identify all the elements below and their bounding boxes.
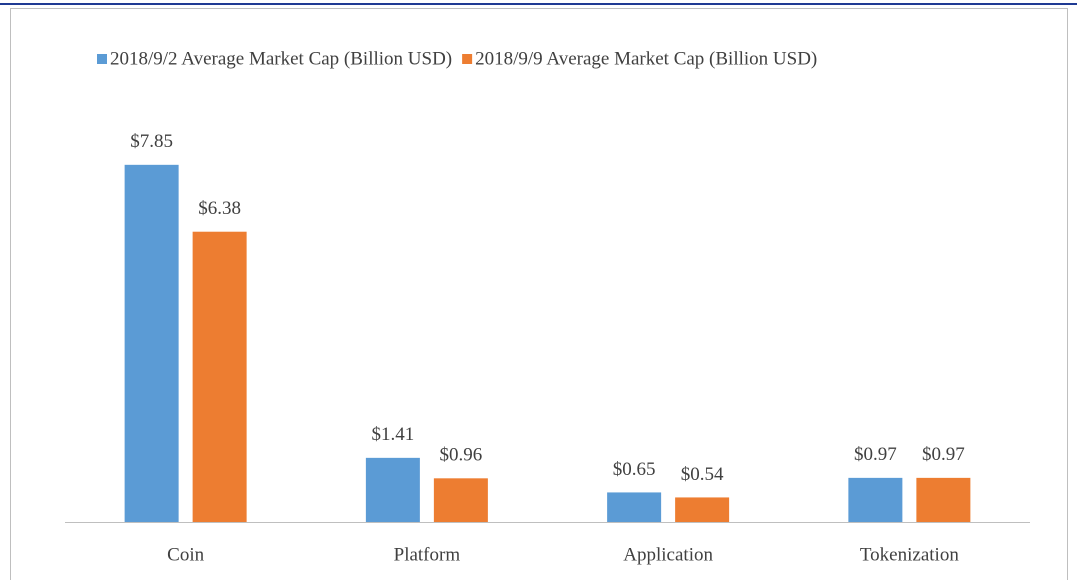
- bar: [124, 164, 179, 522]
- x-tick-label: Tokenization: [860, 544, 959, 565]
- legend-label: 2018/9/2 Average Market Cap (Billion USD…: [110, 48, 452, 69]
- chart-frame: [10, 8, 1068, 580]
- value-label: $0.65: [613, 459, 656, 480]
- bar: [916, 477, 971, 522]
- bar: [675, 497, 730, 522]
- value-label: $6.38: [198, 198, 241, 219]
- value-label: $0.97: [854, 444, 897, 465]
- legend-swatch: [462, 54, 473, 64]
- value-label: $1.41: [372, 424, 415, 445]
- value-label: $7.85: [130, 131, 173, 152]
- legend-label: 2018/9/9 Average Market Cap (Billion USD…: [475, 48, 817, 69]
- bar: [433, 478, 488, 522]
- x-tick-label: Coin: [167, 544, 204, 565]
- legend-swatch: [97, 54, 107, 64]
- value-label: $0.97: [922, 444, 965, 465]
- x-tick-label: Platform: [394, 544, 461, 565]
- bar: [365, 457, 420, 522]
- value-label: $0.54: [681, 464, 724, 485]
- bar: [192, 231, 247, 522]
- value-label: $0.96: [440, 445, 483, 466]
- bar: [607, 492, 662, 522]
- x-tick-label: Application: [623, 544, 713, 565]
- bar: [848, 477, 903, 522]
